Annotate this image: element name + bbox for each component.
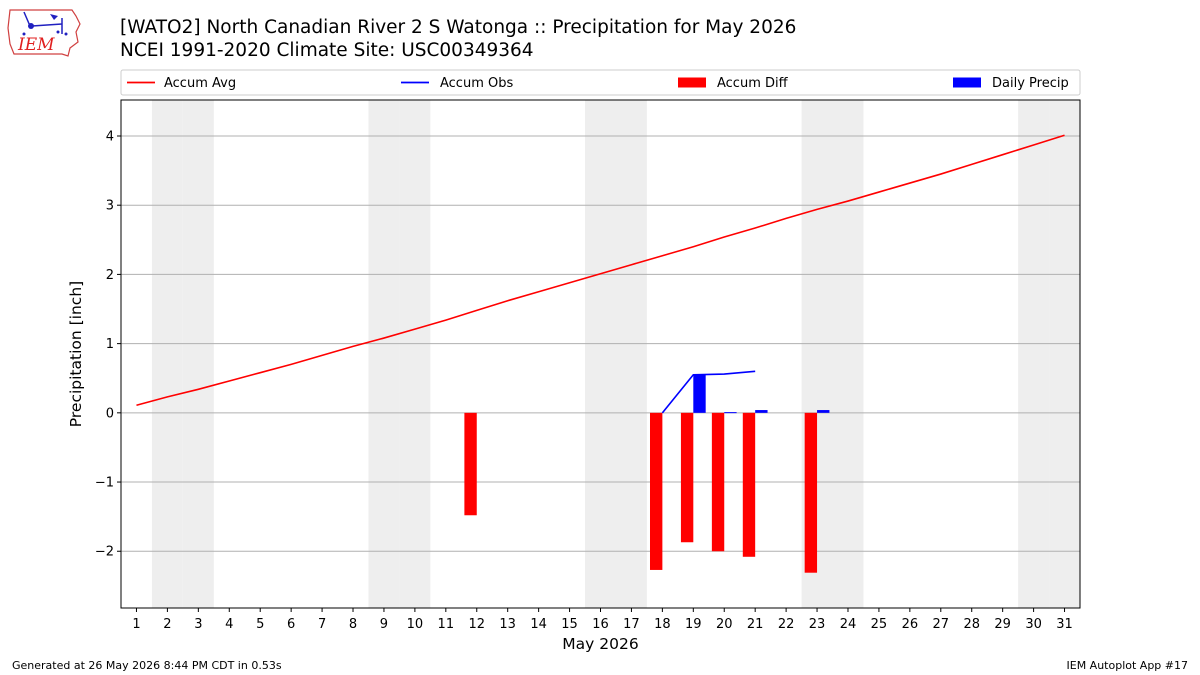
x-tick-label: 9 [380, 617, 388, 632]
accum-diff-bar [804, 412, 818, 573]
daily-precip-bar [724, 412, 737, 414]
chart-subtitle: NCEI 1991-2020 Climate Site: USC00349364 [120, 40, 534, 61]
x-tick-label: 8 [349, 617, 357, 632]
x-tick-label: 3 [194, 617, 202, 632]
legend-label-accum-diff: Accum Diff [717, 76, 789, 91]
accum-diff-bar [742, 412, 756, 557]
x-axis-label: May 2026 [562, 635, 638, 653]
x-tick-label: 13 [499, 617, 516, 632]
weekend-band [399, 100, 431, 608]
accum-avg-line [136, 134, 1065, 406]
y-axis-label: Precipitation [inch] [67, 281, 85, 427]
daily-precip-bar [755, 410, 768, 413]
accum-obs-line [661, 370, 756, 414]
daily-precip-bar [693, 374, 706, 413]
x-tick-label: 24 [840, 617, 857, 632]
y-tick-label: −2 [95, 545, 114, 560]
x-tick-label: 15 [561, 617, 578, 632]
x-tick-label: 18 [654, 617, 671, 632]
weekend-band [151, 100, 183, 608]
y-tick-label: 2 [106, 268, 114, 283]
legend-label-accum-obs: Accum Obs [440, 76, 513, 91]
weekend-band [1049, 100, 1080, 608]
accum-diff-bar [711, 412, 725, 552]
x-tick-label: 5 [256, 617, 264, 632]
x-tick-label: 2 [163, 617, 171, 632]
legend-label-daily-precip: Daily Precip [992, 76, 1069, 91]
iem-logo: IEM [7, 9, 81, 57]
y-tick-label: 1 [106, 337, 114, 352]
x-tick-label: 25 [871, 617, 888, 632]
x-tick-label: 28 [963, 617, 980, 632]
plot-frame [120, 99, 1081, 609]
x-tick-label: 1 [132, 617, 140, 632]
x-tick-label: 17 [623, 617, 640, 632]
legend-box [120, 69, 1081, 96]
x-tick-label: 21 [747, 617, 764, 632]
x-tick-label: 10 [407, 617, 424, 632]
y-tick-label: 3 [106, 199, 114, 214]
accum-diff-bar [464, 412, 477, 516]
daily-precip-bar [817, 410, 830, 413]
x-tick-label: 11 [438, 617, 455, 632]
weekend-band [585, 100, 616, 608]
x-tick-label: 29 [994, 617, 1011, 632]
x-tick-label: 30 [1025, 617, 1042, 632]
legend-swatch-accum-diff [678, 77, 706, 88]
accum-diff-bar [649, 412, 663, 570]
x-tick-label: 22 [778, 617, 795, 632]
accum-diff-bar [680, 412, 694, 543]
y-tick-label: 4 [106, 129, 114, 144]
weekend-band [182, 100, 214, 608]
weekend-band [832, 100, 864, 608]
x-tick-label: 16 [592, 617, 609, 632]
x-tick-label: 14 [530, 617, 547, 632]
x-tick-label: 7 [318, 617, 326, 632]
x-tick-label: 20 [716, 617, 733, 632]
y-tick-label: 0 [106, 406, 114, 421]
footer-app: IEM Autoplot App #17 [1066, 659, 1189, 672]
iowa-outline-icon [7, 9, 81, 57]
y-tick-label: −1 [95, 476, 114, 491]
legend-swatch-daily-precip [953, 77, 981, 88]
footer-generated: Generated at 26 May 2026 8:44 PM CDT in … [12, 659, 282, 672]
chart-title: [WATO2] North Canadian River 2 S Watonga… [120, 17, 797, 38]
x-tick-label: 19 [685, 617, 702, 632]
x-tick-label: 26 [902, 617, 919, 632]
x-tick-label: 23 [809, 617, 826, 632]
legend-label-accum-avg: Accum Avg [164, 76, 236, 91]
logo-text: IEM [17, 35, 55, 55]
x-tick-label: 4 [225, 617, 233, 632]
weekend-band [1018, 100, 1050, 608]
x-tick-label: 6 [287, 617, 295, 632]
weekend-band [615, 100, 647, 608]
x-tick-label: 27 [933, 617, 950, 632]
x-tick-label: 31 [1056, 617, 1073, 632]
x-tick-label: 12 [468, 617, 485, 632]
weekend-band [368, 100, 400, 608]
